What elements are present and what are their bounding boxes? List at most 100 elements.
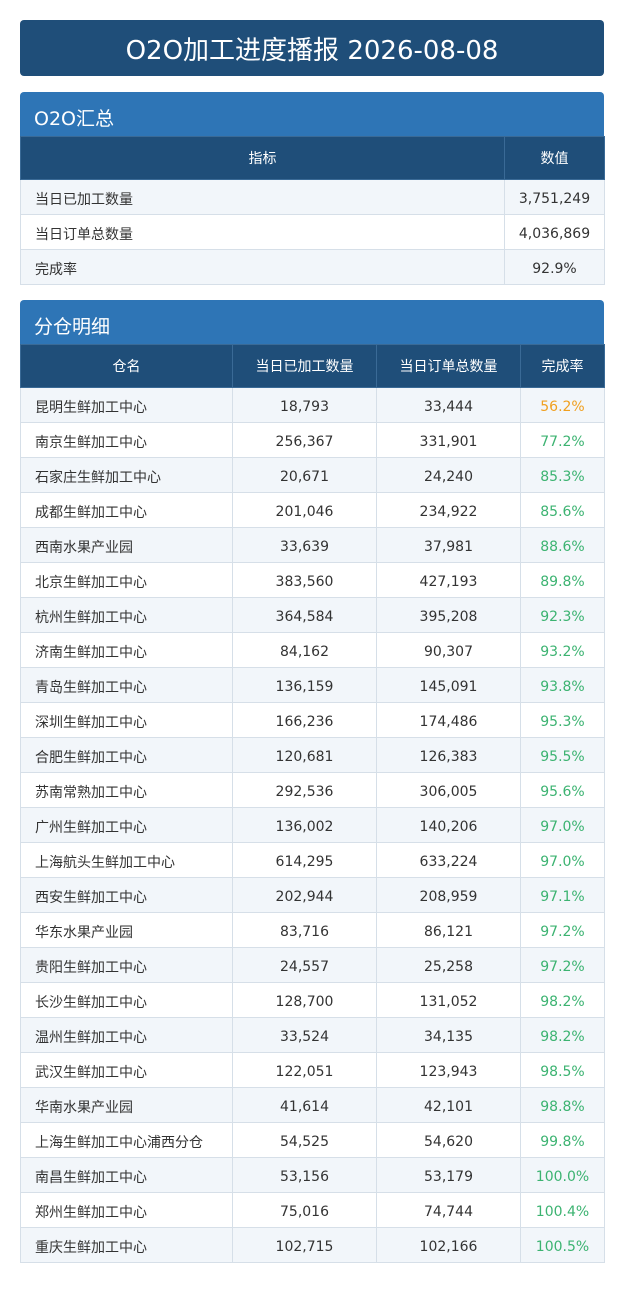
- table-row: 华南水果产业园 41,614 42,101 98.8%: [20, 1087, 605, 1123]
- table-row: 苏南常熟加工中心 292,536 306,005 95.6%: [20, 772, 605, 808]
- detail-table: 仓名 当日已加工数量 当日订单总数量 完成率 昆明生鲜加工中心 18,793 33,444 5…: [20, 344, 605, 1263]
- table-row: 昆明生鲜加工中心 18,793 33,444 56.2%: [20, 387, 605, 423]
- cell-value: 85.6%: [520, 492, 605, 528]
- table-row: 青岛生鲜加工中心 136,159 145,091 93.8%: [20, 667, 605, 703]
- column-header: 完成率: [520, 344, 605, 388]
- cell-value: 84,162: [232, 632, 377, 668]
- cell-value: 331,901: [376, 422, 521, 458]
- table-row: 重庆生鲜加工中心 102,715 102,166 100.5%: [20, 1227, 605, 1263]
- table-row: 上海生鲜加工中心浦西分仓 54,525 54,620 99.8%: [20, 1122, 605, 1158]
- cell-value: 174,486: [376, 702, 521, 738]
- cell-value: 95.6%: [520, 772, 605, 808]
- row-label: 合肥生鲜加工中心: [20, 737, 233, 773]
- cell-value: 95.5%: [520, 737, 605, 773]
- cell-value: 131,052: [376, 982, 521, 1018]
- cell-value: 93.2%: [520, 632, 605, 668]
- table-row: 南京生鲜加工中心 256,367 331,901 77.2%: [20, 422, 605, 458]
- cell-value: 102,715: [232, 1227, 377, 1263]
- cell-value: 53,179: [376, 1157, 521, 1193]
- cell-value: 136,159: [232, 667, 377, 703]
- cell-value: 292,536: [232, 772, 377, 808]
- row-label: 济南生鲜加工中心: [20, 632, 233, 668]
- cell-value: 97.2%: [520, 947, 605, 983]
- cell-value: 98.5%: [520, 1052, 605, 1088]
- row-label: 青岛生鲜加工中心: [20, 667, 233, 703]
- cell-value: 89.8%: [520, 562, 605, 598]
- cell-value: 97.1%: [520, 877, 605, 913]
- section-title: O2O汇总: [20, 92, 604, 136]
- page-title: O2O加工进度播报 2026-08-08: [20, 20, 604, 76]
- row-label: 成都生鲜加工中心: [20, 492, 233, 528]
- cell-value: 97.0%: [520, 807, 605, 843]
- cell-value: 77.2%: [520, 422, 605, 458]
- cell-value: 100.0%: [520, 1157, 605, 1193]
- cell-value: 90,307: [376, 632, 521, 668]
- cell-value: 33,639: [232, 527, 377, 563]
- table-row: 杭州生鲜加工中心 364,584 395,208 92.3%: [20, 597, 605, 633]
- cell-value: 99.8%: [520, 1122, 605, 1158]
- table-row: 贵阳生鲜加工中心 24,557 25,258 97.2%: [20, 947, 605, 983]
- row-label: 长沙生鲜加工中心: [20, 982, 233, 1018]
- column-header: 仓名: [20, 344, 233, 388]
- cell-value: 18,793: [232, 387, 377, 423]
- cell-value: 98.2%: [520, 1017, 605, 1053]
- cell-value: 383,560: [232, 562, 377, 598]
- table-row: 西南水果产业园 33,639 37,981 88.6%: [20, 527, 605, 563]
- cell-value: 3,751,249: [504, 179, 605, 215]
- cell-value: 86,121: [376, 912, 521, 948]
- cell-value: 42,101: [376, 1087, 521, 1123]
- cell-value: 364,584: [232, 597, 377, 633]
- cell-value: 140,206: [376, 807, 521, 843]
- cell-value: 88.6%: [520, 527, 605, 563]
- table-row: 郑州生鲜加工中心 75,016 74,744 100.4%: [20, 1192, 605, 1228]
- row-label: 广州生鲜加工中心: [20, 807, 233, 843]
- row-label: 温州生鲜加工中心: [20, 1017, 233, 1053]
- cell-value: 427,193: [376, 562, 521, 598]
- row-label: 杭州生鲜加工中心: [20, 597, 233, 633]
- table-row: 南昌生鲜加工中心 53,156 53,179 100.0%: [20, 1157, 605, 1193]
- table-row: 当日已加工数量 3,751,249: [20, 179, 605, 215]
- cell-value: 37,981: [376, 527, 521, 563]
- cell-value: 208,959: [376, 877, 521, 913]
- cell-value: 97.0%: [520, 842, 605, 878]
- cell-value: 34,135: [376, 1017, 521, 1053]
- cell-value: 24,240: [376, 457, 521, 493]
- table-row: 武汉生鲜加工中心 122,051 123,943 98.5%: [20, 1052, 605, 1088]
- cell-value: 25,258: [376, 947, 521, 983]
- row-label: 西安生鲜加工中心: [20, 877, 233, 913]
- table-row: 当日订单总数量 4,036,869: [20, 214, 605, 250]
- cell-value: 83,716: [232, 912, 377, 948]
- table-row: 温州生鲜加工中心 33,524 34,135 98.2%: [20, 1017, 605, 1053]
- cell-value: 41,614: [232, 1087, 377, 1123]
- cell-value: 53,156: [232, 1157, 377, 1193]
- cell-value: 74,744: [376, 1192, 521, 1228]
- cell-value: 4,036,869: [504, 214, 605, 250]
- cell-value: 100.5%: [520, 1227, 605, 1263]
- cell-value: 633,224: [376, 842, 521, 878]
- header-row: 指标 数值: [20, 136, 605, 180]
- column-header: 当日已加工数量: [232, 344, 377, 388]
- cell-value: 256,367: [232, 422, 377, 458]
- table-row: 石家庄生鲜加工中心 20,671 24,240 85.3%: [20, 457, 605, 493]
- cell-value: 98.8%: [520, 1087, 605, 1123]
- cell-value: 33,524: [232, 1017, 377, 1053]
- cell-value: 56.2%: [520, 387, 605, 423]
- table-row: 成都生鲜加工中心 201,046 234,922 85.6%: [20, 492, 605, 528]
- row-label: 华南水果产业园: [20, 1087, 233, 1123]
- row-label: 西南水果产业园: [20, 527, 233, 563]
- cell-value: 75,016: [232, 1192, 377, 1228]
- row-label: 郑州生鲜加工中心: [20, 1192, 233, 1228]
- table-row: 完成率 92.9%: [20, 249, 605, 285]
- cell-value: 136,002: [232, 807, 377, 843]
- row-label: 石家庄生鲜加工中心: [20, 457, 233, 493]
- row-label: 武汉生鲜加工中心: [20, 1052, 233, 1088]
- table-row: 广州生鲜加工中心 136,002 140,206 97.0%: [20, 807, 605, 843]
- row-label: 北京生鲜加工中心: [20, 562, 233, 598]
- row-label: 当日订单总数量: [20, 214, 505, 250]
- cell-value: 102,166: [376, 1227, 521, 1263]
- table-row: 长沙生鲜加工中心 128,700 131,052 98.2%: [20, 982, 605, 1018]
- cell-value: 93.8%: [520, 667, 605, 703]
- row-label: 上海生鲜加工中心浦西分仓: [20, 1122, 233, 1158]
- row-label: 华东水果产业园: [20, 912, 233, 948]
